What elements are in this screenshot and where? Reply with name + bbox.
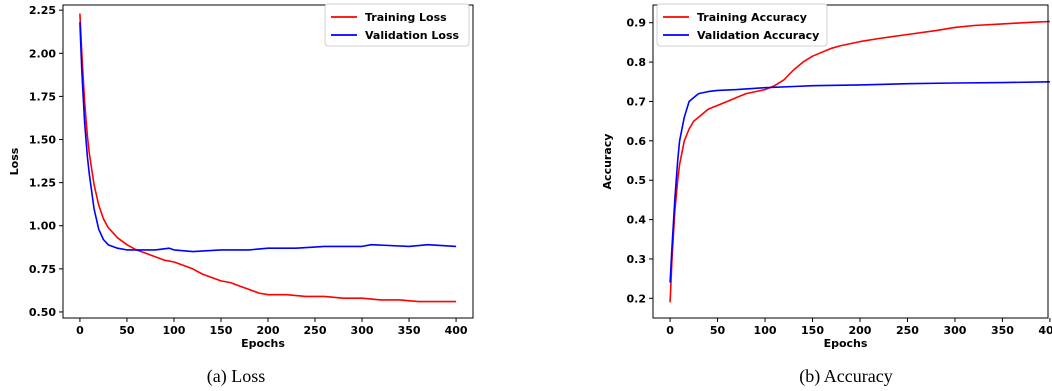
- legend-box: [324, 3, 470, 47]
- loss-chart: 0 50 100 150 200 250 300 350 400 0.50 0.75 1.00 1.25…: [8, 3, 474, 350]
- legend-label-training-accuracy: Training Accuracy: [697, 11, 807, 24]
- x-tick-label: 350: [398, 324, 421, 337]
- x-tick-label: 300: [351, 324, 374, 337]
- caption-accuracy: (b) Accuracy: [799, 366, 893, 386]
- x-tick-label: 50: [710, 324, 726, 337]
- y-tick-label: 0.8: [627, 56, 647, 69]
- y-tick-label: 0.7: [627, 95, 647, 108]
- x-tick-label: 200: [849, 324, 872, 337]
- y-tick-label: 0.5: [627, 174, 647, 187]
- y-tick-label: 2.25: [29, 4, 56, 17]
- y-tick-label: 0.9: [627, 17, 647, 30]
- x-tick-label: 0: [76, 324, 84, 337]
- legend-label-validation-loss: Validation Loss: [365, 29, 460, 42]
- series-line-training-accuracy: [669, 20, 1050, 303]
- x-tick-label: 200: [257, 324, 280, 337]
- x-tick-label: 150: [801, 324, 824, 337]
- legend: Training Accuracy Validation Accuracy: [656, 3, 828, 47]
- caption-loss: (a) Loss: [206, 366, 266, 386]
- x-tick-label: 400: [1038, 324, 1052, 337]
- x-tick-label: 0: [666, 324, 674, 337]
- x-axis-label: Epochs: [824, 337, 868, 350]
- y-tick-label: 2.00: [29, 47, 56, 60]
- y-tick-label: 1.50: [29, 134, 56, 147]
- y-tick-label: 1.00: [29, 220, 56, 233]
- x-tick-label: 50: [119, 324, 135, 337]
- x-tick-label: 350: [991, 324, 1014, 337]
- y-tick-label: 1.75: [29, 90, 56, 103]
- x-tick-label: 150: [209, 324, 232, 337]
- y-tick-label: 0.4: [627, 214, 647, 227]
- x-tick-label: 100: [162, 324, 185, 337]
- y-tick-label: 1.25: [29, 177, 56, 190]
- x-tick-label: 250: [304, 324, 327, 337]
- y-tick-label: 0.3: [627, 253, 647, 266]
- x-tick-label: 400: [445, 324, 468, 337]
- y-tick-label: 0.2: [627, 292, 647, 305]
- y-tick-label: 0.6: [627, 135, 647, 148]
- series-line-training-loss: [79, 13, 457, 303]
- legend-box: [656, 3, 828, 47]
- legend: Training Loss Validation Loss: [324, 3, 470, 47]
- x-tick-label: 300: [943, 324, 966, 337]
- legend-label-training-loss: Training Loss: [365, 11, 447, 24]
- y-axis-label: Accuracy: [601, 134, 614, 190]
- series-line-validation-loss: [79, 22, 457, 253]
- y-tick-label: 0.50: [29, 306, 56, 319]
- axes-frame: [652, 4, 1049, 319]
- legend-label-validation-accuracy: Validation Accuracy: [697, 29, 819, 42]
- y-axis-label: Loss: [8, 147, 21, 175]
- x-tick-label: 250: [896, 324, 919, 337]
- accuracy-chart: 0 50 100 150 200 250 300 350 400 0.2 0.3 0.4 0.5 0.6 0…: [601, 3, 1052, 350]
- y-tick-label: 0.75: [29, 263, 56, 276]
- series-line-validation-accuracy: [669, 81, 1050, 283]
- x-axis-label: Epochs: [241, 337, 285, 350]
- axes-frame: [62, 4, 474, 319]
- x-tick-label: 100: [754, 324, 777, 337]
